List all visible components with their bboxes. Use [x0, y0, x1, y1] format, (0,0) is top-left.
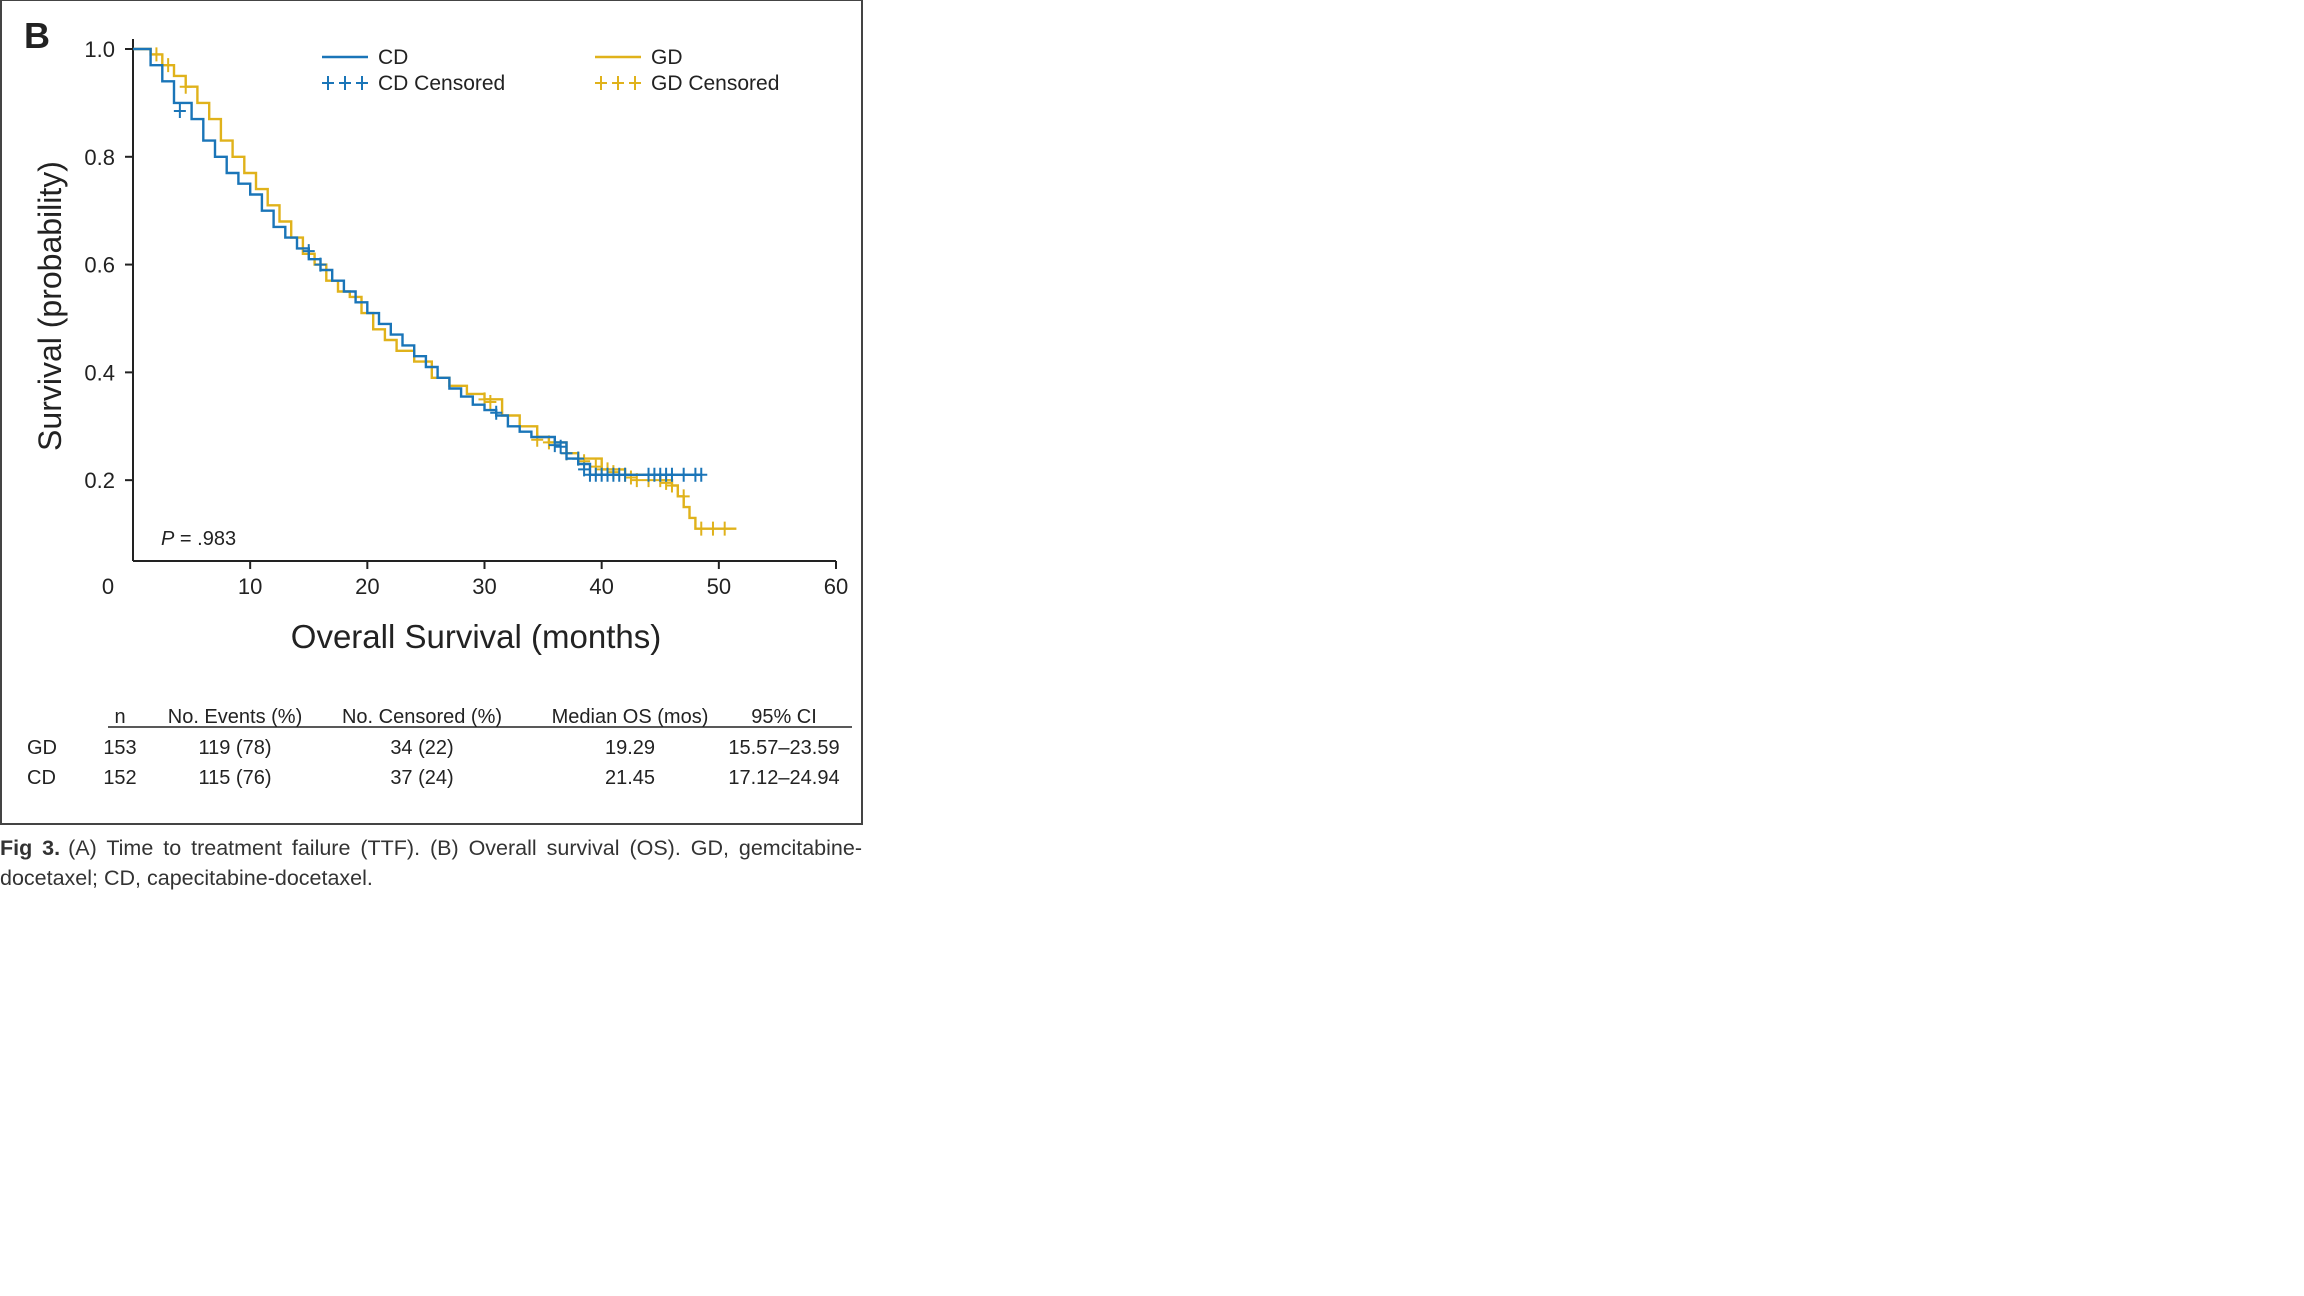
- summary-table: n No. Events (%) No. Censored (%) Median OS…: [27, 706, 852, 789]
- x-tick-label: 30: [472, 574, 496, 599]
- table-header-2: No. Events (%): [168, 706, 302, 728]
- table-cell: 115 (76): [198, 767, 271, 789]
- y-tick-label: 0.6: [84, 253, 115, 278]
- series-gd-censor-mark: [677, 489, 690, 504]
- series-gd-censor-mark: [162, 58, 175, 73]
- series-gd-censor-mark: [624, 470, 637, 485]
- series-gd-censor-mark: [150, 47, 163, 62]
- legend-cd-censor-swatch: [322, 76, 334, 90]
- series-cd-censor-mark: [572, 451, 585, 466]
- series-cd-censor-mark: [619, 467, 632, 482]
- series-gd-censor-mark: [179, 79, 192, 94]
- x-tick-label: 20: [355, 574, 379, 599]
- table-header-1: n: [114, 706, 125, 728]
- caption-label: Fig 3.: [0, 836, 61, 860]
- y-axis-title: Survival (probability): [32, 161, 68, 451]
- legend-gd-censor-swatch: [629, 76, 641, 90]
- km-plot: 0.2 0.4 0.6 0.8 1.0 0 10 20 30 40 50 60: [84, 37, 848, 599]
- y-tick-label: 0.8: [84, 145, 115, 170]
- series-cd-censor-mark: [548, 438, 561, 453]
- series-cd-line: [133, 47, 702, 476]
- series-cd-censor-mark: [665, 467, 678, 482]
- series-gd-line: [133, 47, 737, 530]
- table-header-4: Median OS (mos): [552, 706, 709, 728]
- table-row-group: GD: [27, 737, 57, 759]
- table-cell: 21.45: [605, 767, 655, 789]
- table-header-5: 95% CI: [751, 706, 817, 728]
- series-gd-censor-mark: [531, 432, 544, 447]
- table-cell: 34 (22): [390, 737, 453, 759]
- figure-caption: Fig 3. (A) Time to treatment failure (TTF…: [0, 833, 862, 893]
- table-cell: 17.12–24.94: [728, 767, 839, 789]
- caption-text: (A) Time to treatment failure (TTF). (B)…: [0, 836, 862, 890]
- legend-cd-censor-swatch: [339, 76, 351, 90]
- table-cell: 119 (78): [198, 737, 271, 759]
- x-tick-label: 10: [238, 574, 262, 599]
- series-gd-censor-mark: [718, 521, 731, 536]
- p-value-symbol: P: [161, 528, 175, 550]
- table-cell: 15.57–23.59: [728, 737, 839, 759]
- y-tick-label: 1.0: [84, 37, 115, 62]
- x-tick-label: 60: [824, 574, 848, 599]
- table-cell: 37 (24): [390, 767, 453, 789]
- panel-label: B: [24, 15, 50, 56]
- table-header-3: No. Censored (%): [342, 706, 502, 728]
- series-cd-censor-mark: [173, 103, 186, 118]
- series-gd-censor-mark: [484, 395, 497, 410]
- series-cd-censor-mark: [314, 257, 327, 272]
- x-tick-label: 50: [707, 574, 731, 599]
- table-cell: 152: [103, 767, 136, 789]
- p-value-text: = .983: [174, 528, 236, 550]
- x-axis-title: Overall Survival (months): [291, 618, 661, 655]
- legend-cd-censor-label: CD Censored: [378, 72, 505, 95]
- x-tick-label: 0: [102, 574, 114, 599]
- legend-gd-censor-swatch: [612, 76, 624, 90]
- legend: CD GD CD Censored GD Censored: [322, 46, 779, 95]
- series-cd-censor-mark: [554, 439, 567, 454]
- series-cd-censor-mark: [302, 244, 315, 259]
- table-row-group: CD: [27, 767, 56, 789]
- legend-gd-censor-label: GD Censored: [651, 72, 779, 95]
- legend-gd-censor-swatch: [595, 76, 607, 90]
- series-cd-censor-mark: [560, 446, 573, 461]
- y-tick-label: 0.4: [84, 360, 115, 385]
- x-tick-label: 40: [589, 574, 613, 599]
- legend-cd-censor-swatch: [356, 76, 368, 90]
- series-cd-censor-mark: [490, 405, 503, 420]
- legend-cd-line-label: CD: [378, 46, 408, 69]
- legend-gd-line-label: GD: [651, 46, 683, 69]
- y-tick-label: 0.2: [84, 468, 115, 493]
- table-cell: 19.29: [605, 737, 655, 759]
- series-gd-censor-mark: [706, 521, 719, 536]
- series-cd-censor-mark: [695, 467, 708, 482]
- table-cell: 153: [103, 737, 136, 759]
- p-value: P = .983: [161, 528, 236, 550]
- figure-frame: [0, 0, 863, 825]
- series-gd-censor-mark: [695, 521, 708, 536]
- series-cd-censor-mark: [677, 467, 690, 482]
